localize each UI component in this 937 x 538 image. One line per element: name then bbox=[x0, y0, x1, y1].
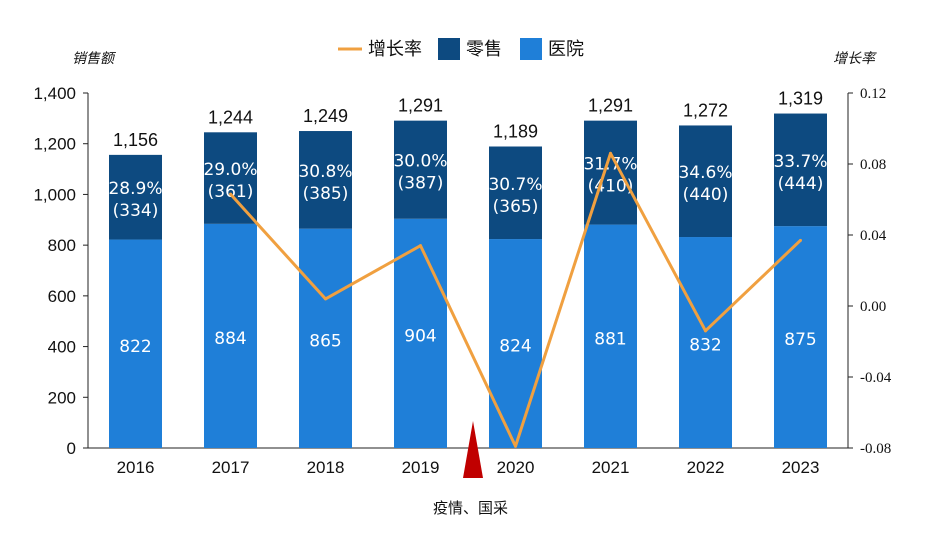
label-hospital-2019: 904 bbox=[404, 326, 436, 346]
y-tick-label-3: 600 bbox=[48, 287, 76, 306]
growth-point-2022 bbox=[704, 329, 707, 333]
label-retail-2019: 30.0% (387) bbox=[393, 152, 447, 194]
label-retail-2017: 29.0% (361) bbox=[203, 160, 257, 202]
label-retail-2021: 31.7% (410) bbox=[583, 155, 637, 197]
y2-axis-ticks: -0.08 -0.04 0.00 0.04 0.08 0.12 bbox=[848, 86, 892, 457]
y-tick-label-6: 1,200 bbox=[33, 135, 76, 154]
label-hospital-2016: 822 bbox=[119, 337, 151, 357]
growth-point-2021 bbox=[609, 151, 612, 155]
label-hospital-2022: 832 bbox=[689, 336, 721, 356]
label-total-2021: 1,291 bbox=[588, 96, 633, 116]
legend-label-hospital: 医院 bbox=[548, 39, 584, 60]
label-retail-2023: 33.7% (444) bbox=[773, 152, 827, 194]
x-tick-label-2016: 2016 bbox=[117, 458, 155, 477]
x-tick-label-2018: 2018 bbox=[307, 458, 345, 477]
y2-tick-label-2: 0.00 bbox=[860, 299, 886, 315]
bar-hospital-2021 bbox=[584, 224, 637, 448]
bar-retail-2016 bbox=[109, 154, 162, 240]
label-total-2019: 1,291 bbox=[398, 96, 443, 116]
label-hospital-2021: 881 bbox=[594, 329, 626, 349]
x-tick-label-2023: 2023 bbox=[782, 458, 820, 477]
y2-tick-label-5: 0.12 bbox=[860, 86, 886, 102]
y2-tick-label-4: 0.08 bbox=[860, 157, 886, 173]
y-tick-label-2: 400 bbox=[48, 338, 76, 357]
annotation-marker bbox=[463, 421, 483, 478]
label-retail-2020: 30.7% (365) bbox=[488, 175, 542, 217]
label-retail-2022: 34.6% (440) bbox=[678, 163, 732, 205]
y-tick-label-0: 0 bbox=[67, 439, 76, 458]
bar-hospital-2022 bbox=[679, 237, 732, 448]
bar-retail-2023 bbox=[774, 113, 827, 227]
y-tick-label-4: 800 bbox=[48, 236, 76, 255]
label-retail-2016: 28.9% (334) bbox=[108, 179, 162, 221]
y-tick-label-5: 1,000 bbox=[33, 185, 76, 204]
bar-retail-2022 bbox=[679, 125, 732, 238]
bar-hospital-2017 bbox=[204, 223, 257, 448]
bar-retail-2020 bbox=[489, 146, 542, 240]
legend: 增长率 零售 医院 bbox=[338, 38, 584, 60]
label-hospital-2023: 875 bbox=[784, 330, 816, 350]
growth-point-2018 bbox=[324, 297, 327, 301]
y-tick-label-1: 200 bbox=[48, 388, 76, 407]
label-retail-2018: 30.8% (385) bbox=[298, 162, 352, 204]
label-total-2018: 1,249 bbox=[303, 106, 348, 126]
x-tick-label-2022: 2022 bbox=[687, 458, 725, 477]
label-hospital-2018: 865 bbox=[309, 331, 341, 351]
legend-label-retail: 零售 bbox=[466, 39, 502, 60]
bar-hospital-2023 bbox=[774, 226, 827, 448]
growth-line-layer bbox=[229, 151, 802, 448]
bar-retail-2019 bbox=[394, 120, 447, 219]
bar-hospital-2016 bbox=[109, 239, 162, 448]
y-axis-title: 销售额 bbox=[72, 51, 117, 67]
growth-point-2017 bbox=[229, 192, 232, 196]
bar-retail-2017 bbox=[204, 132, 257, 224]
legend-label-growth: 增长率 bbox=[368, 39, 422, 60]
bar-retail-2018 bbox=[299, 131, 352, 229]
label-hospital-2020: 824 bbox=[499, 337, 531, 357]
x-axis-ticks: 2016 2017 2018 2019 2020 2021 2022 2023 bbox=[117, 458, 820, 477]
growth-point-2020 bbox=[514, 444, 517, 448]
x-tick-label-2021: 2021 bbox=[592, 458, 630, 477]
bars: 822 28.9% (334) 1,156 884 29.0% (361) 1,244 865 3… bbox=[108, 89, 828, 448]
growth-point-2023 bbox=[799, 238, 802, 242]
y2-tick-label-0: -0.08 bbox=[860, 441, 891, 457]
y-axis-ticks: 0 200 400 600 800 1,000 1,200 1,400 bbox=[33, 84, 88, 458]
bar-hospital-2018 bbox=[299, 228, 352, 448]
x-tick-label-2017: 2017 bbox=[212, 458, 250, 477]
y2-tick-label-3: 0.04 bbox=[860, 228, 887, 244]
label-total-2022: 1,272 bbox=[683, 100, 728, 120]
legend-swatch-retail bbox=[438, 38, 460, 60]
y2-axis-title: 增长率 bbox=[833, 51, 877, 67]
label-total-2016: 1,156 bbox=[113, 130, 158, 150]
x-tick-label-2020: 2020 bbox=[497, 458, 535, 477]
x-tick-label-2019: 2019 bbox=[402, 458, 440, 477]
y2-tick-label-1: -0.04 bbox=[860, 370, 892, 386]
y-tick-label-7: 1,400 bbox=[33, 84, 76, 103]
label-hospital-2017: 884 bbox=[214, 329, 246, 349]
annotation-label: 疫情、国采 bbox=[433, 499, 508, 517]
bar-hospital-2020 bbox=[489, 239, 542, 448]
growth-point-2019 bbox=[419, 244, 422, 248]
label-total-2020: 1,189 bbox=[493, 122, 538, 142]
legend-swatch-hospital bbox=[520, 38, 542, 60]
label-total-2023: 1,319 bbox=[778, 89, 823, 109]
label-total-2017: 1,244 bbox=[208, 107, 253, 127]
